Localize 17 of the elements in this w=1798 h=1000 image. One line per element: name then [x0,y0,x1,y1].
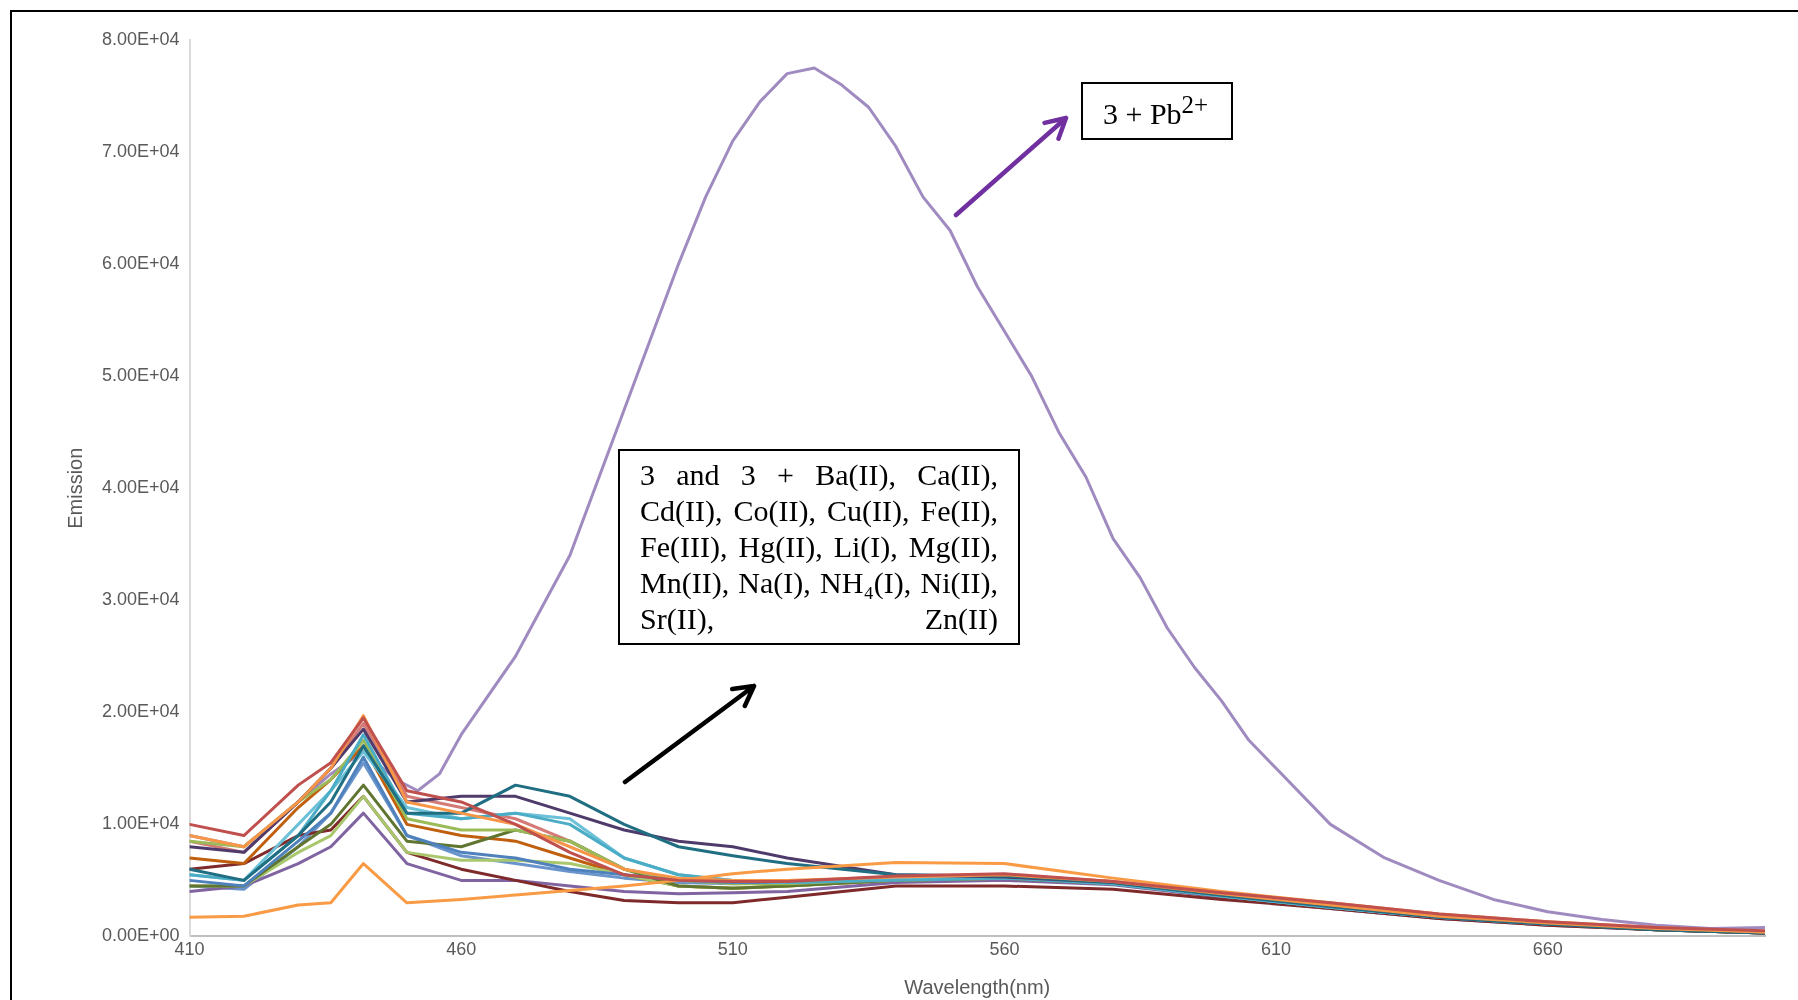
x-tick-label: 660 [1532,939,1563,960]
annotation: 3 and 3 + Ba(II), Ca(II), Cd(II), Co(II), Cu(II), Fe(II), Fe(III), Hg(II), Li(I), Mg(II), Mn(II), Na(I), NH₄(I), Ni(II), Sr(II), Zn(II) [618,449,1020,645]
y-tick-label: 3.00E+04 [101,589,180,610]
x-tick-label: 510 [717,939,748,960]
x-tick-label: 460 [446,939,477,960]
annotation: 3 + Pb$^{2+}$ [1081,82,1233,140]
y-tick-label: 7.00E+04 [101,141,180,162]
y-tick-label: 6.00E+04 [101,253,180,274]
x-axis-title: Wavelength(nm) [904,975,1051,998]
y-tick-label: 5.00E+04 [101,365,180,386]
y-tick-label: 1.00E+04 [101,813,180,834]
x-tick-label: 610 [1261,939,1292,960]
x-tick-label: 560 [989,939,1020,960]
y-axis-title: Emission [63,447,86,529]
y-tick-label: 2.00E+04 [101,701,180,722]
y-tick-label: 4.00E+04 [101,477,180,498]
y-tick-label: 8.00E+04 [101,28,180,49]
